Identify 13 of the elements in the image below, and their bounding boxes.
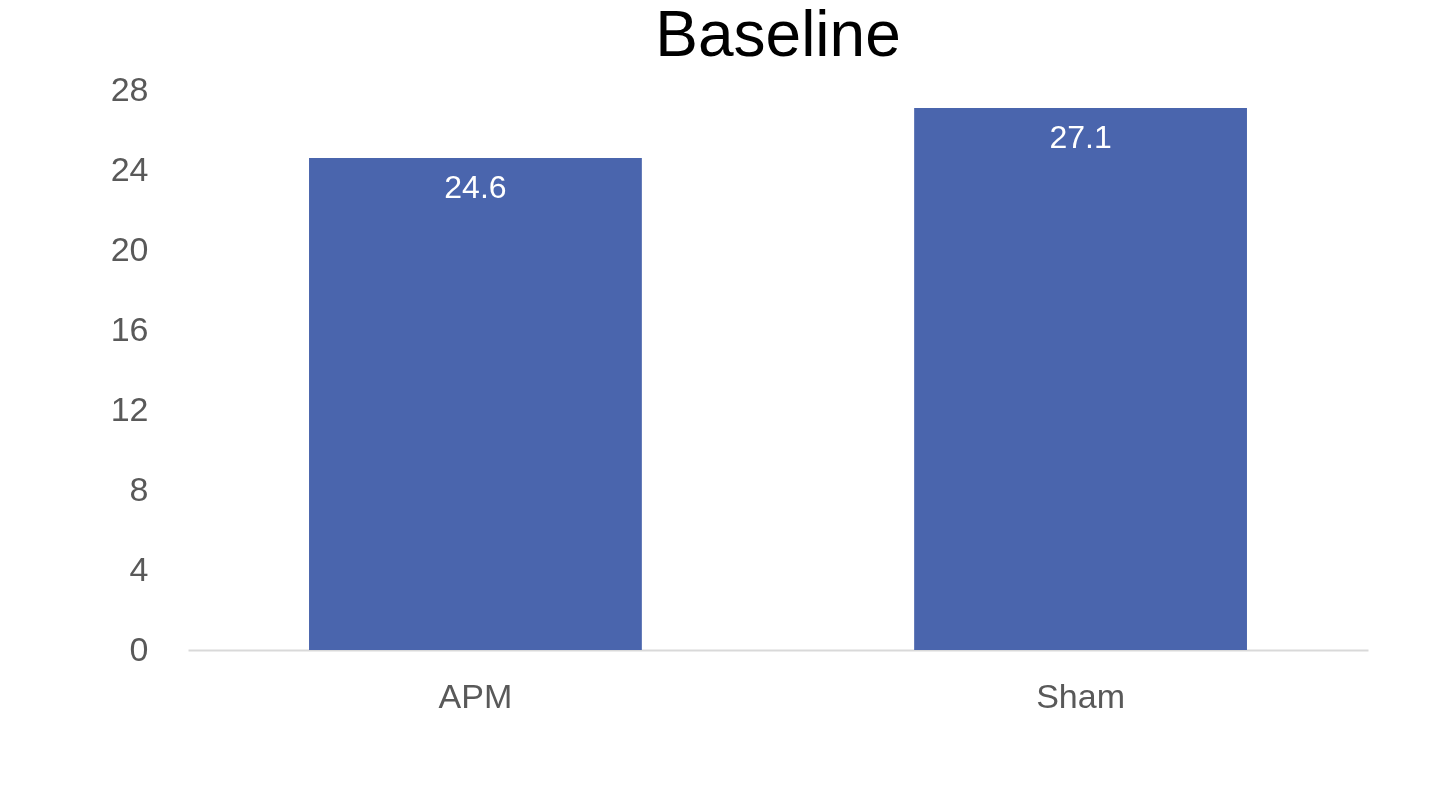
y-tick-label: 8 bbox=[129, 469, 149, 508]
y-tick-label: 20 bbox=[110, 229, 149, 268]
data-label: 24.6 bbox=[444, 169, 507, 205]
x-tick-label: Sham bbox=[1036, 676, 1125, 715]
y-tick-label: 0 bbox=[129, 629, 149, 668]
y-tick-label: 12 bbox=[110, 389, 149, 428]
y-tick-label: 16 bbox=[110, 309, 149, 348]
y-tick-label: 28 bbox=[110, 69, 149, 108]
y-tick-label: 24 bbox=[110, 149, 149, 188]
data-label: 27.1 bbox=[1049, 119, 1112, 155]
chart-title: Baseline bbox=[655, 0, 901, 70]
y-tick-label: 4 bbox=[129, 549, 149, 588]
x-tick-label: APM bbox=[438, 676, 513, 715]
